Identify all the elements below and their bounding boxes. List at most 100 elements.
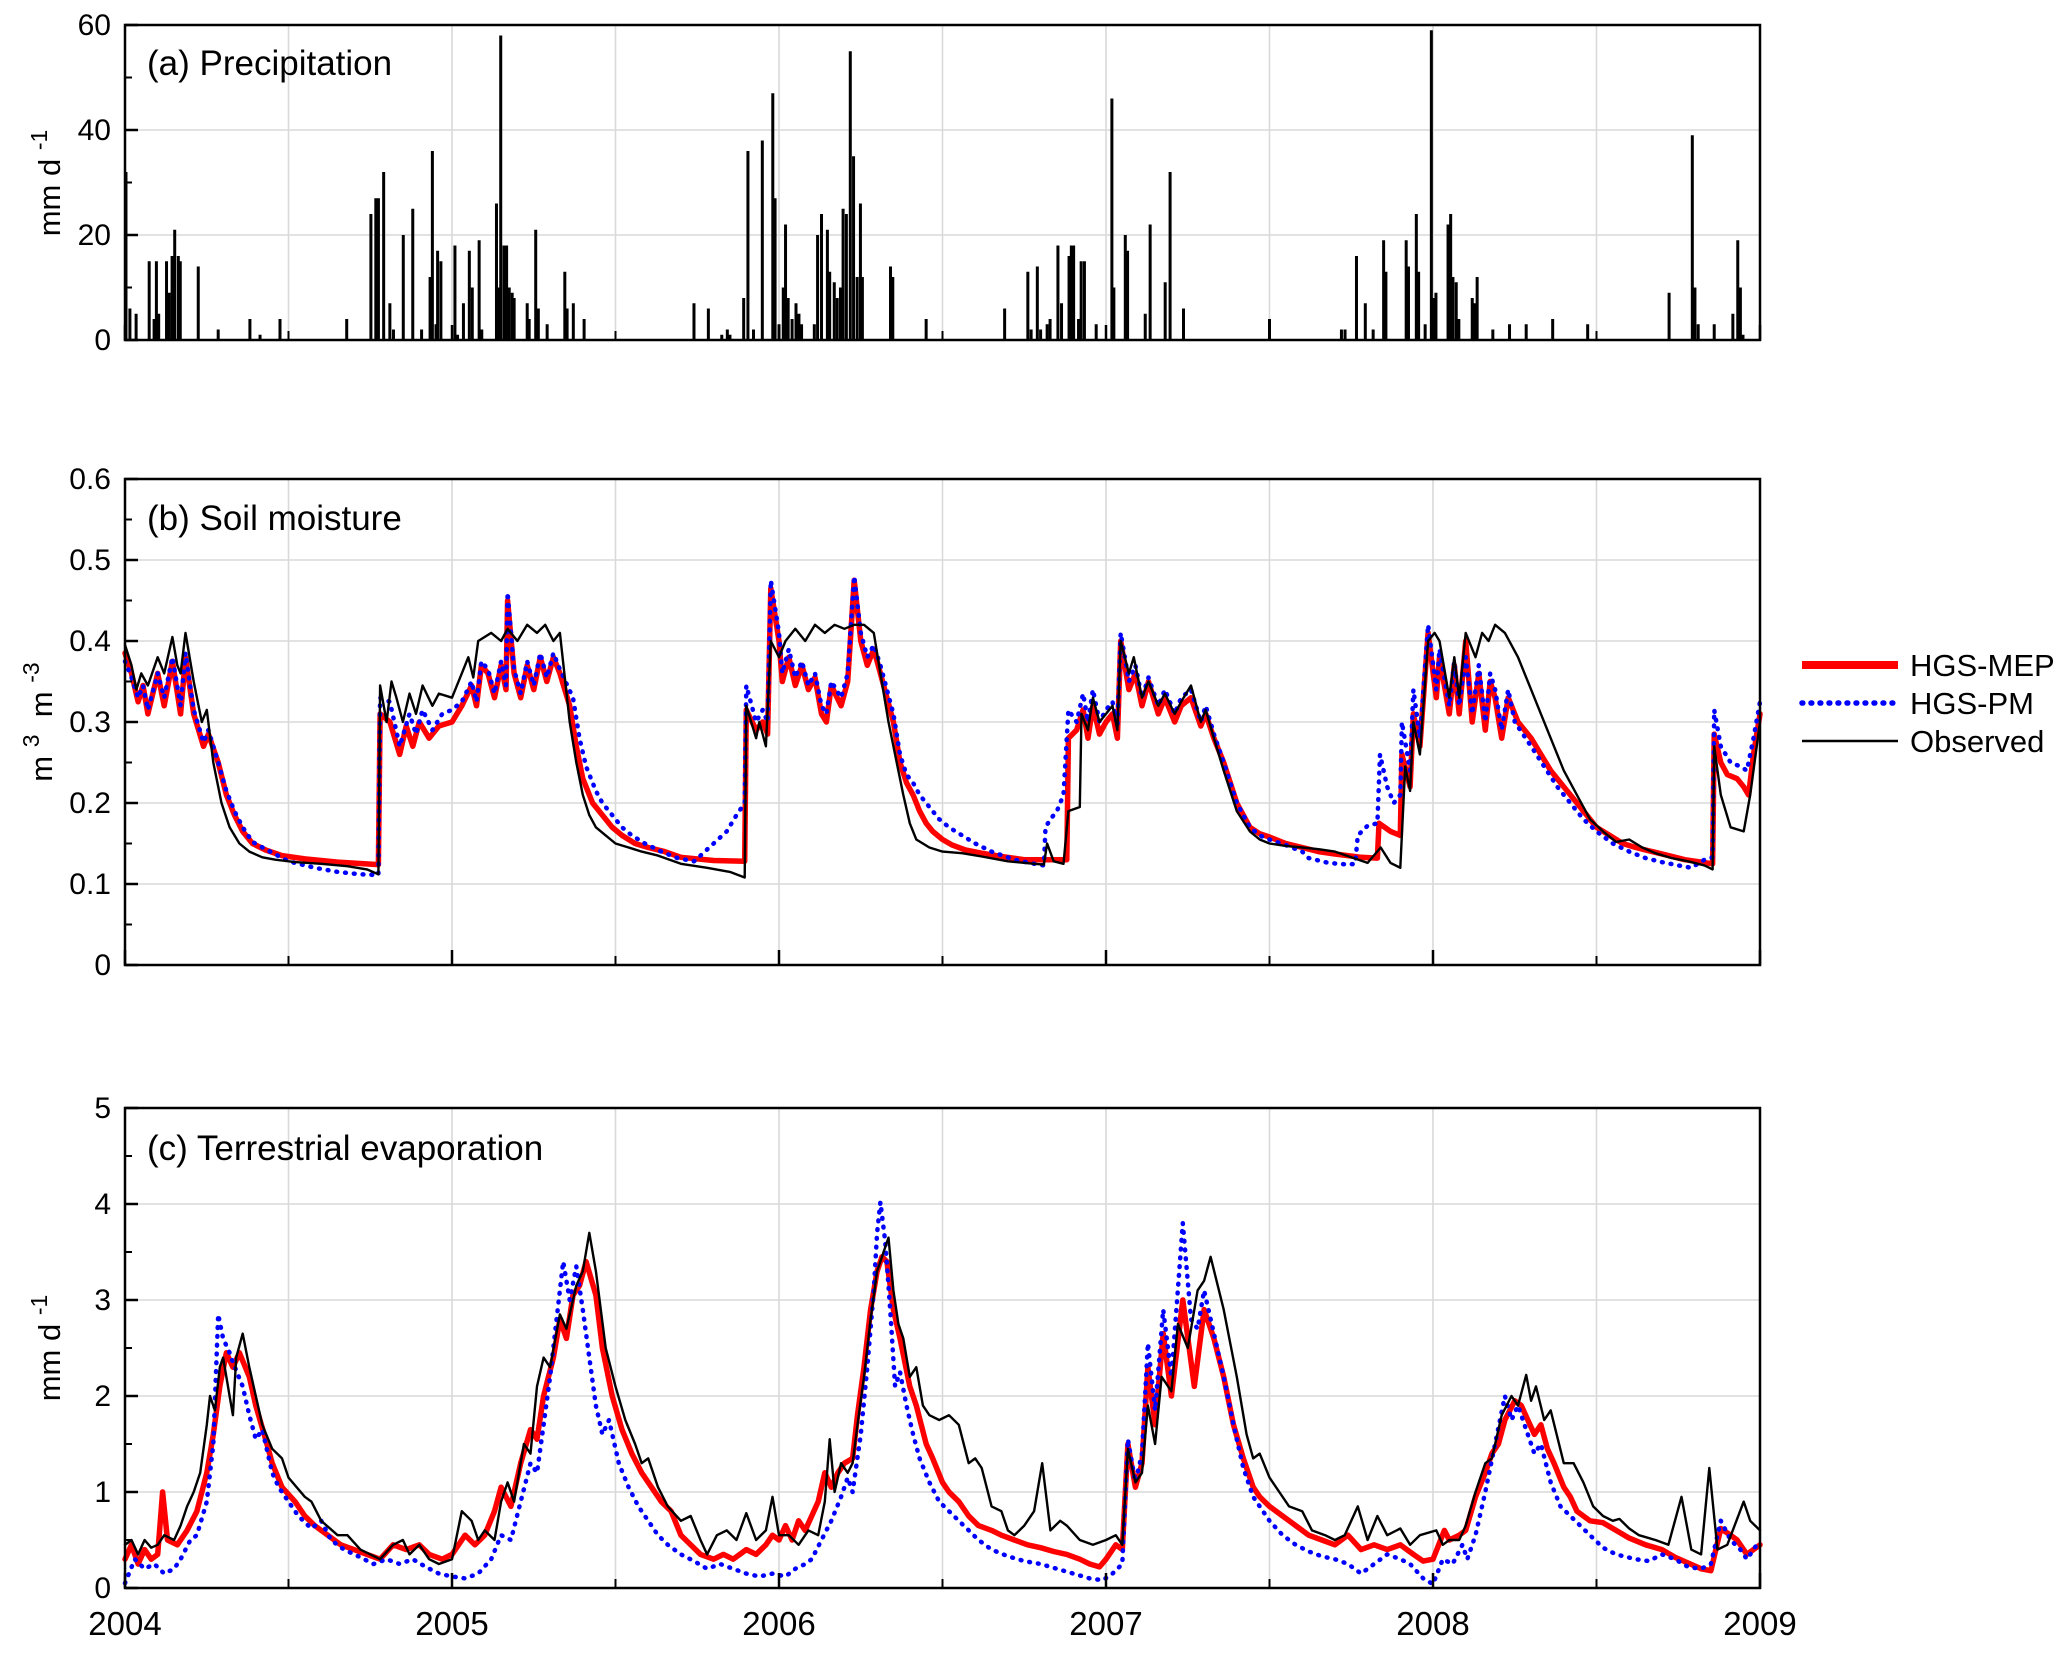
precip-bar: [502, 245, 506, 340]
precip-bar: [816, 235, 820, 340]
precip-bar: [382, 172, 386, 340]
precip-bar: [800, 324, 804, 340]
precip-bar: [797, 313, 801, 340]
precip-bar: [1072, 245, 1076, 340]
ylabel-a-base: mm d: [32, 159, 67, 237]
precip-bar: [563, 271, 567, 340]
precip-bar: [178, 261, 182, 340]
ylabel-b-sup2: -3: [18, 662, 44, 682]
precip-bar: [571, 303, 575, 340]
precip-bar: [773, 198, 777, 340]
legend-item-hgs-mep: HGS-MEP: [1802, 648, 2055, 683]
precip-bar: [1048, 319, 1052, 340]
precip-bar: [505, 245, 509, 340]
precip-bar: [858, 203, 862, 340]
precip-bar: [1508, 324, 1512, 340]
precip-bar: [525, 303, 529, 340]
precip-bar: [1451, 277, 1455, 340]
precip-bar: [841, 208, 845, 340]
precip-bar: [1168, 172, 1172, 340]
legend: HGS-MEP HGS-PM Observed: [1799, 648, 2055, 759]
precip-bar: [891, 277, 895, 340]
y-tick-label: 0.2: [69, 787, 111, 820]
x-tick-label: 2008: [1396, 1605, 1469, 1642]
precip-bar: [165, 261, 169, 340]
precip-bar: [771, 93, 775, 340]
ylabel-b-base1: m: [24, 756, 59, 782]
y-tick-label: 1: [94, 1476, 111, 1509]
precip-bar: [439, 261, 443, 340]
precip-bar: [480, 329, 484, 340]
precip-bar: [1667, 292, 1671, 340]
precip-bar: [1423, 324, 1427, 340]
precip-bar: [1475, 277, 1479, 340]
series-line-hgs-mep: [122, 577, 1763, 868]
precip-bar: [1712, 324, 1716, 340]
panel-b-ylabel: m 3 m -3: [11, 662, 59, 781]
panel-a-title: (a) Precipitation: [147, 44, 392, 83]
precip-bar: [494, 203, 498, 340]
y-tick-label: 0.3: [69, 706, 111, 739]
precip-bar: [401, 235, 405, 340]
precip-bar: [1056, 245, 1060, 340]
precip-bar: [374, 198, 378, 340]
precip-bar: [434, 324, 438, 340]
x-tick-label: 2005: [415, 1605, 488, 1642]
x-tick-label: 2007: [1069, 1605, 1142, 1642]
y-tick-label: 20: [78, 219, 111, 252]
precip-bar: [1417, 271, 1421, 340]
precip-bar: [1736, 240, 1740, 340]
precip-bar: [1432, 298, 1436, 340]
precip-bar: [838, 287, 842, 340]
precip-bar: [1126, 250, 1130, 340]
precip-bar: [369, 214, 373, 340]
precip-bar: [889, 266, 893, 340]
precip-bar: [1414, 214, 1418, 340]
y-tick-label: 0.1: [69, 868, 111, 901]
precip-bar: [1143, 313, 1147, 340]
precip-bar: [760, 140, 764, 340]
precip-bar: [751, 329, 755, 340]
precip-bar: [461, 303, 465, 340]
x-tick-label: 2006: [742, 1605, 815, 1642]
precip-bar: [1454, 282, 1458, 340]
precip-bar: [1524, 324, 1528, 340]
precip-bar: [1148, 224, 1152, 340]
precip-bar: [1067, 256, 1071, 340]
precip-bar: [512, 298, 516, 340]
precip-bar: [1731, 313, 1735, 340]
panel-a-precipitation: 0 20 40 60: [78, 9, 1762, 357]
precip-bar: [258, 334, 262, 340]
precip-bar: [825, 229, 829, 340]
precip-bar: [1491, 329, 1495, 340]
precip-bar: [1551, 319, 1555, 340]
precip-bar: [1039, 329, 1043, 340]
precip-bar: [1079, 261, 1083, 340]
precip-bar: [470, 287, 474, 340]
precip-bar: [828, 271, 832, 340]
precip-bar: [1363, 303, 1367, 340]
precip-bar: [376, 198, 380, 340]
legend-label-hgs-mep: HGS-MEP: [1910, 648, 2055, 683]
precip-bar: [1371, 329, 1375, 340]
precip-bar: [453, 245, 457, 340]
precip-bar: [1060, 303, 1064, 340]
precip-bar: [430, 151, 434, 340]
precip-bar: [167, 292, 171, 340]
series-line-observed: [123, 623, 1762, 879]
precip-bar: [786, 298, 790, 340]
legend-item-hgs-pm: HGS-PM: [1799, 686, 2034, 721]
precip-bar: [176, 256, 180, 340]
precip-bar: [527, 319, 531, 340]
precip-bar: [725, 329, 729, 340]
precip-bar: [173, 229, 177, 340]
precip-bar: [835, 298, 839, 340]
precip-bar: [499, 35, 503, 340]
precip-bar: [170, 256, 174, 340]
precip-bar: [134, 313, 138, 340]
ylabel-b-sup1: 3: [18, 734, 44, 747]
precip-bar: [1082, 261, 1086, 340]
precip-bar: [1406, 266, 1410, 340]
precip-bar: [1112, 287, 1116, 340]
